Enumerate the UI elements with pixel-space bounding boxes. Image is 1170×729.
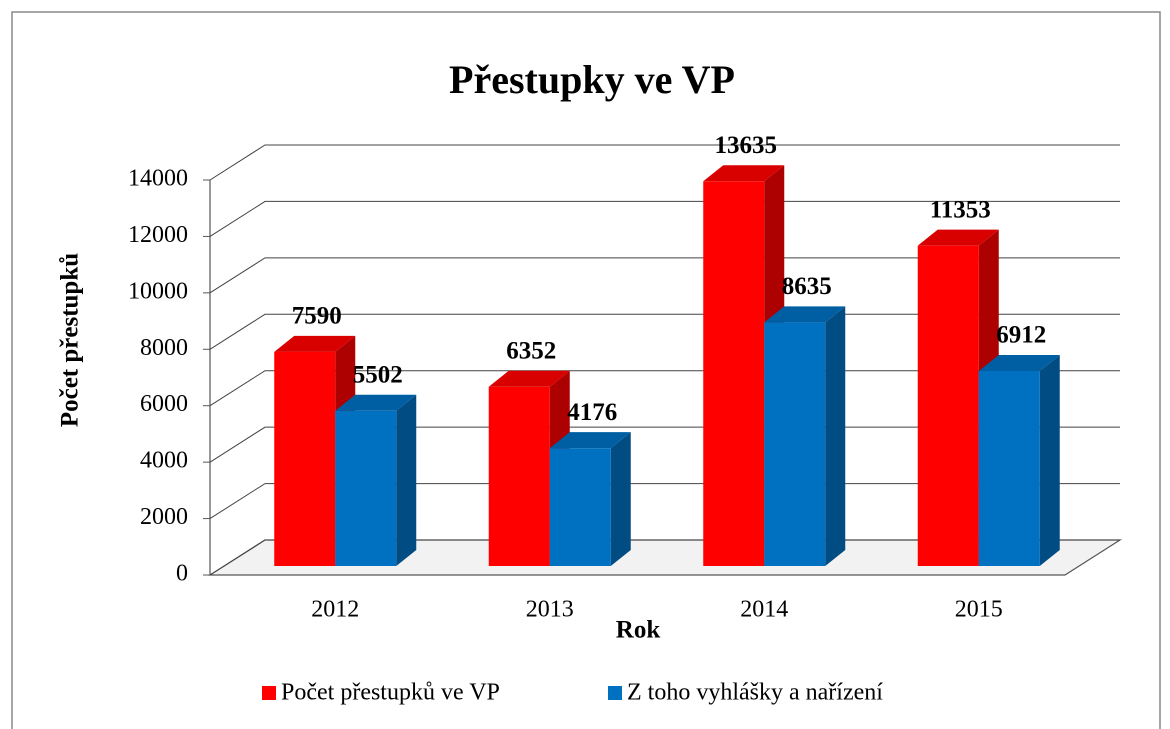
grid-line — [209, 144, 1120, 181]
y-tick-label: 4000 — [140, 448, 188, 474]
legend-swatch — [262, 686, 276, 700]
x-tick-label: 2014 — [740, 597, 788, 623]
y-tick-label: 0 — [176, 561, 188, 587]
value-label: 13635 — [715, 132, 778, 159]
grid-line — [209, 200, 1120, 237]
bar-top — [335, 394, 417, 411]
value-label: 11353 — [930, 196, 991, 223]
y-tick-label: 8000 — [140, 335, 188, 361]
bar-side — [396, 394, 417, 566]
y-tick-label: 6000 — [140, 391, 188, 417]
legend-swatch — [608, 686, 622, 700]
bar-top — [917, 229, 999, 246]
bar — [703, 181, 765, 566]
bar-side — [1039, 354, 1060, 566]
bar-top — [274, 335, 356, 352]
y-tick-label: 10000 — [128, 278, 188, 304]
grid-line — [209, 257, 1120, 294]
bar-top — [764, 306, 846, 323]
chart-title: Přestupky ve VP — [449, 57, 735, 102]
bar — [978, 370, 1040, 566]
y-tick-label: 2000 — [140, 504, 188, 530]
x-tick-label: 2015 — [955, 597, 1003, 623]
bar — [274, 351, 336, 566]
bar-top — [549, 432, 631, 449]
legend-label: Z toho vyhlášky a nařízení — [627, 680, 883, 706]
bar-top — [978, 354, 1060, 371]
y-tick-label: 14000 — [128, 166, 188, 192]
bar — [764, 322, 826, 566]
value-label: 7590 — [292, 303, 342, 330]
x-tick-label: 2013 — [526, 597, 574, 623]
bar — [917, 245, 979, 566]
bar-top — [703, 165, 785, 182]
bar — [549, 448, 611, 566]
y-tick-label: 12000 — [128, 222, 188, 248]
bar — [335, 410, 397, 566]
legend-label: Počet přestupků ve VP — [281, 680, 500, 706]
y-axis-title: Počet přestupků — [57, 253, 84, 427]
bar-side — [610, 432, 631, 566]
value-label: 6912 — [996, 322, 1046, 349]
value-label: 4176 — [567, 399, 617, 426]
bar — [488, 386, 550, 566]
bar-top — [488, 370, 570, 387]
x-axis-title: Rok — [616, 617, 661, 644]
bar-side — [825, 306, 846, 566]
value-label: 8635 — [782, 273, 832, 300]
value-label: 6352 — [506, 338, 556, 365]
x-tick-label: 2012 — [311, 597, 359, 623]
value-label: 5502 — [353, 361, 403, 388]
